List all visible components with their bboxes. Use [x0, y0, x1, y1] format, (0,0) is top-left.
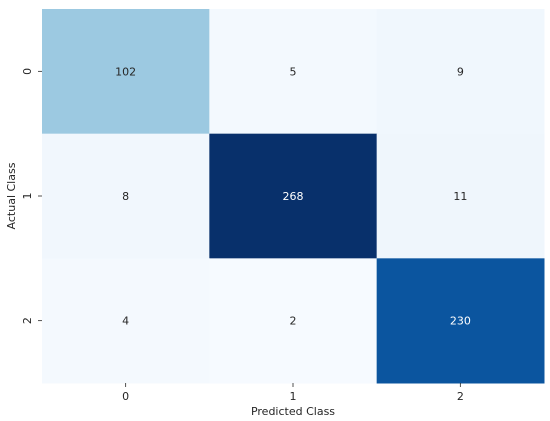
cell-value-label-r2-c2: 230	[450, 315, 471, 328]
x-tick-label-1: 1	[290, 390, 297, 403]
cell-value-label-r0-c2: 9	[457, 65, 464, 78]
heatmap-cell-r1-c1	[209, 133, 378, 259]
cell-value-label-r2-c0: 4	[122, 315, 129, 328]
y-tick-label-1: 1	[21, 193, 34, 200]
cell-value-label-r2-c1: 2	[290, 315, 297, 328]
y-axis-label: Actual Class	[5, 162, 18, 229]
heatmap-cell-r0-c1	[209, 9, 378, 135]
heatmap-cell-r0-c2	[376, 9, 545, 135]
cell-value-label-r1-c2: 11	[453, 190, 467, 203]
x-tick-label-0: 0	[122, 390, 129, 403]
heatmap-cell-r1-c0	[42, 133, 210, 259]
cell-value-label-r0-c0: 102	[115, 65, 136, 78]
heatmap-cells: 102 5 9 8 268 11 4 2 230	[42, 9, 545, 384]
heatmap-cell-r2-c0	[42, 258, 210, 384]
x-tick-label-2: 2	[457, 390, 464, 403]
heatmap-cell-r2-c2	[376, 258, 545, 384]
x-axis-label: Predicted Class	[251, 405, 335, 418]
y-tick-label-2: 2	[21, 317, 34, 324]
cell-value-label-r1-c1: 268	[283, 190, 304, 203]
heatmap-cell-r2-c1	[209, 258, 378, 384]
cell-value-label-r0-c1: 5	[290, 65, 297, 78]
cell-value-label-r1-c0: 8	[122, 190, 129, 203]
x-axis-ticks: 0 1 2	[122, 383, 464, 403]
heatmap-cell-r0-c0	[42, 9, 210, 135]
heatmap-cell-r1-c2	[376, 133, 545, 259]
y-axis-ticks: 0 1 2	[21, 68, 42, 324]
y-tick-label-0: 0	[21, 68, 34, 75]
